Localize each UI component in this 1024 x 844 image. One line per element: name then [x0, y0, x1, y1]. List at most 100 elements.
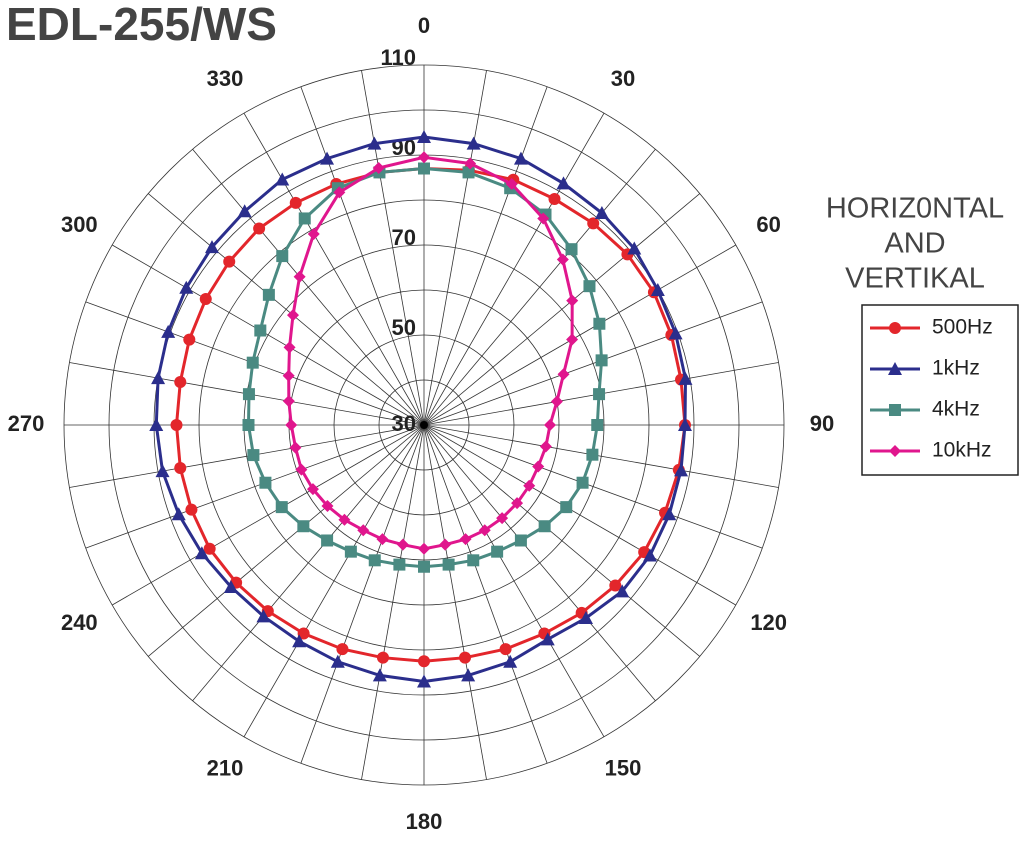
marker — [532, 460, 545, 473]
grid-spoke — [300, 424, 425, 764]
marker — [171, 507, 186, 521]
series-line — [174, 166, 687, 663]
legend-marker — [889, 322, 901, 334]
marker — [368, 554, 381, 567]
marker — [615, 584, 630, 598]
grid-spoke — [423, 424, 487, 780]
marker — [307, 228, 320, 241]
marker — [503, 654, 518, 668]
grid-spoke — [423, 424, 763, 549]
marker — [462, 166, 475, 179]
legend-label: 500Hz — [932, 316, 993, 339]
marker — [586, 448, 599, 461]
marker — [242, 388, 255, 401]
marker — [439, 538, 452, 551]
marker — [223, 579, 238, 593]
marker — [306, 483, 319, 496]
angle-tick-label: 330 — [207, 66, 244, 91]
grid-spoke — [423, 148, 656, 426]
r-tick-label: 70 — [392, 225, 416, 250]
marker — [417, 674, 431, 688]
marker — [464, 157, 477, 170]
angle-tick-label: 0 — [418, 13, 430, 38]
angle-tick-label: 300 — [61, 212, 98, 237]
marker — [513, 151, 528, 165]
marker — [418, 560, 430, 573]
grid-spoke — [423, 424, 605, 737]
grid-spoke — [423, 193, 701, 426]
marker — [246, 356, 259, 369]
marker — [442, 558, 455, 571]
grid-spoke — [69, 424, 425, 488]
marker — [287, 309, 300, 322]
marker — [593, 317, 606, 330]
grid-spoke — [300, 86, 425, 426]
grid-spoke — [243, 424, 425, 737]
marker — [223, 255, 236, 268]
marker — [537, 212, 550, 225]
marker — [678, 418, 692, 431]
marker — [566, 333, 579, 346]
marker — [548, 192, 561, 205]
marker — [467, 554, 480, 567]
grid-spoke — [147, 424, 425, 657]
marker — [321, 534, 334, 547]
marker — [203, 542, 216, 555]
marker — [183, 333, 196, 346]
legend-title: VERTIKAL — [845, 263, 985, 295]
marker — [417, 130, 431, 143]
marker — [372, 161, 385, 174]
marker — [505, 177, 518, 190]
marker — [459, 651, 472, 664]
marker — [595, 354, 608, 367]
marker — [583, 280, 596, 293]
marker — [609, 579, 622, 592]
legend-label: 10kHz — [932, 439, 992, 462]
marker — [289, 441, 302, 454]
marker — [557, 368, 570, 381]
marker — [499, 643, 512, 656]
marker — [174, 376, 187, 389]
marker — [289, 196, 302, 209]
marker — [199, 293, 212, 305]
marker — [297, 520, 310, 533]
marker — [320, 151, 335, 165]
marker — [253, 222, 266, 235]
grid-spoke — [423, 70, 487, 426]
grid-spoke — [361, 70, 425, 426]
angle-tick-label: 120 — [750, 610, 787, 635]
marker — [185, 503, 198, 516]
grid-spoke — [423, 113, 605, 426]
grid-spoke — [423, 86, 548, 426]
marker — [593, 388, 606, 401]
marker — [333, 186, 346, 199]
marker — [254, 324, 267, 337]
marker — [204, 240, 219, 254]
legend-marker — [888, 362, 902, 375]
marker — [560, 501, 573, 514]
marker — [338, 513, 351, 526]
marker — [418, 162, 430, 175]
r-tick-label: 110 — [381, 45, 417, 70]
marker — [556, 176, 571, 190]
marker — [566, 294, 579, 307]
marker — [514, 534, 527, 547]
marker — [674, 463, 689, 477]
marker — [511, 497, 524, 510]
marker — [662, 507, 677, 521]
marker — [550, 395, 563, 408]
marker — [275, 172, 290, 186]
grid-spoke — [112, 244, 425, 426]
marker — [643, 548, 658, 562]
marker — [336, 643, 349, 656]
legend-label: 4kHz — [932, 398, 980, 421]
marker — [523, 479, 536, 492]
marker — [292, 634, 307, 648]
marker — [565, 243, 578, 256]
chart-title: EDL-255/WS — [6, 0, 277, 50]
angle-tick-label: 270 — [8, 411, 45, 436]
grid-spoke — [147, 193, 425, 426]
marker — [578, 611, 593, 625]
angle-tick-label: 30 — [611, 66, 635, 91]
